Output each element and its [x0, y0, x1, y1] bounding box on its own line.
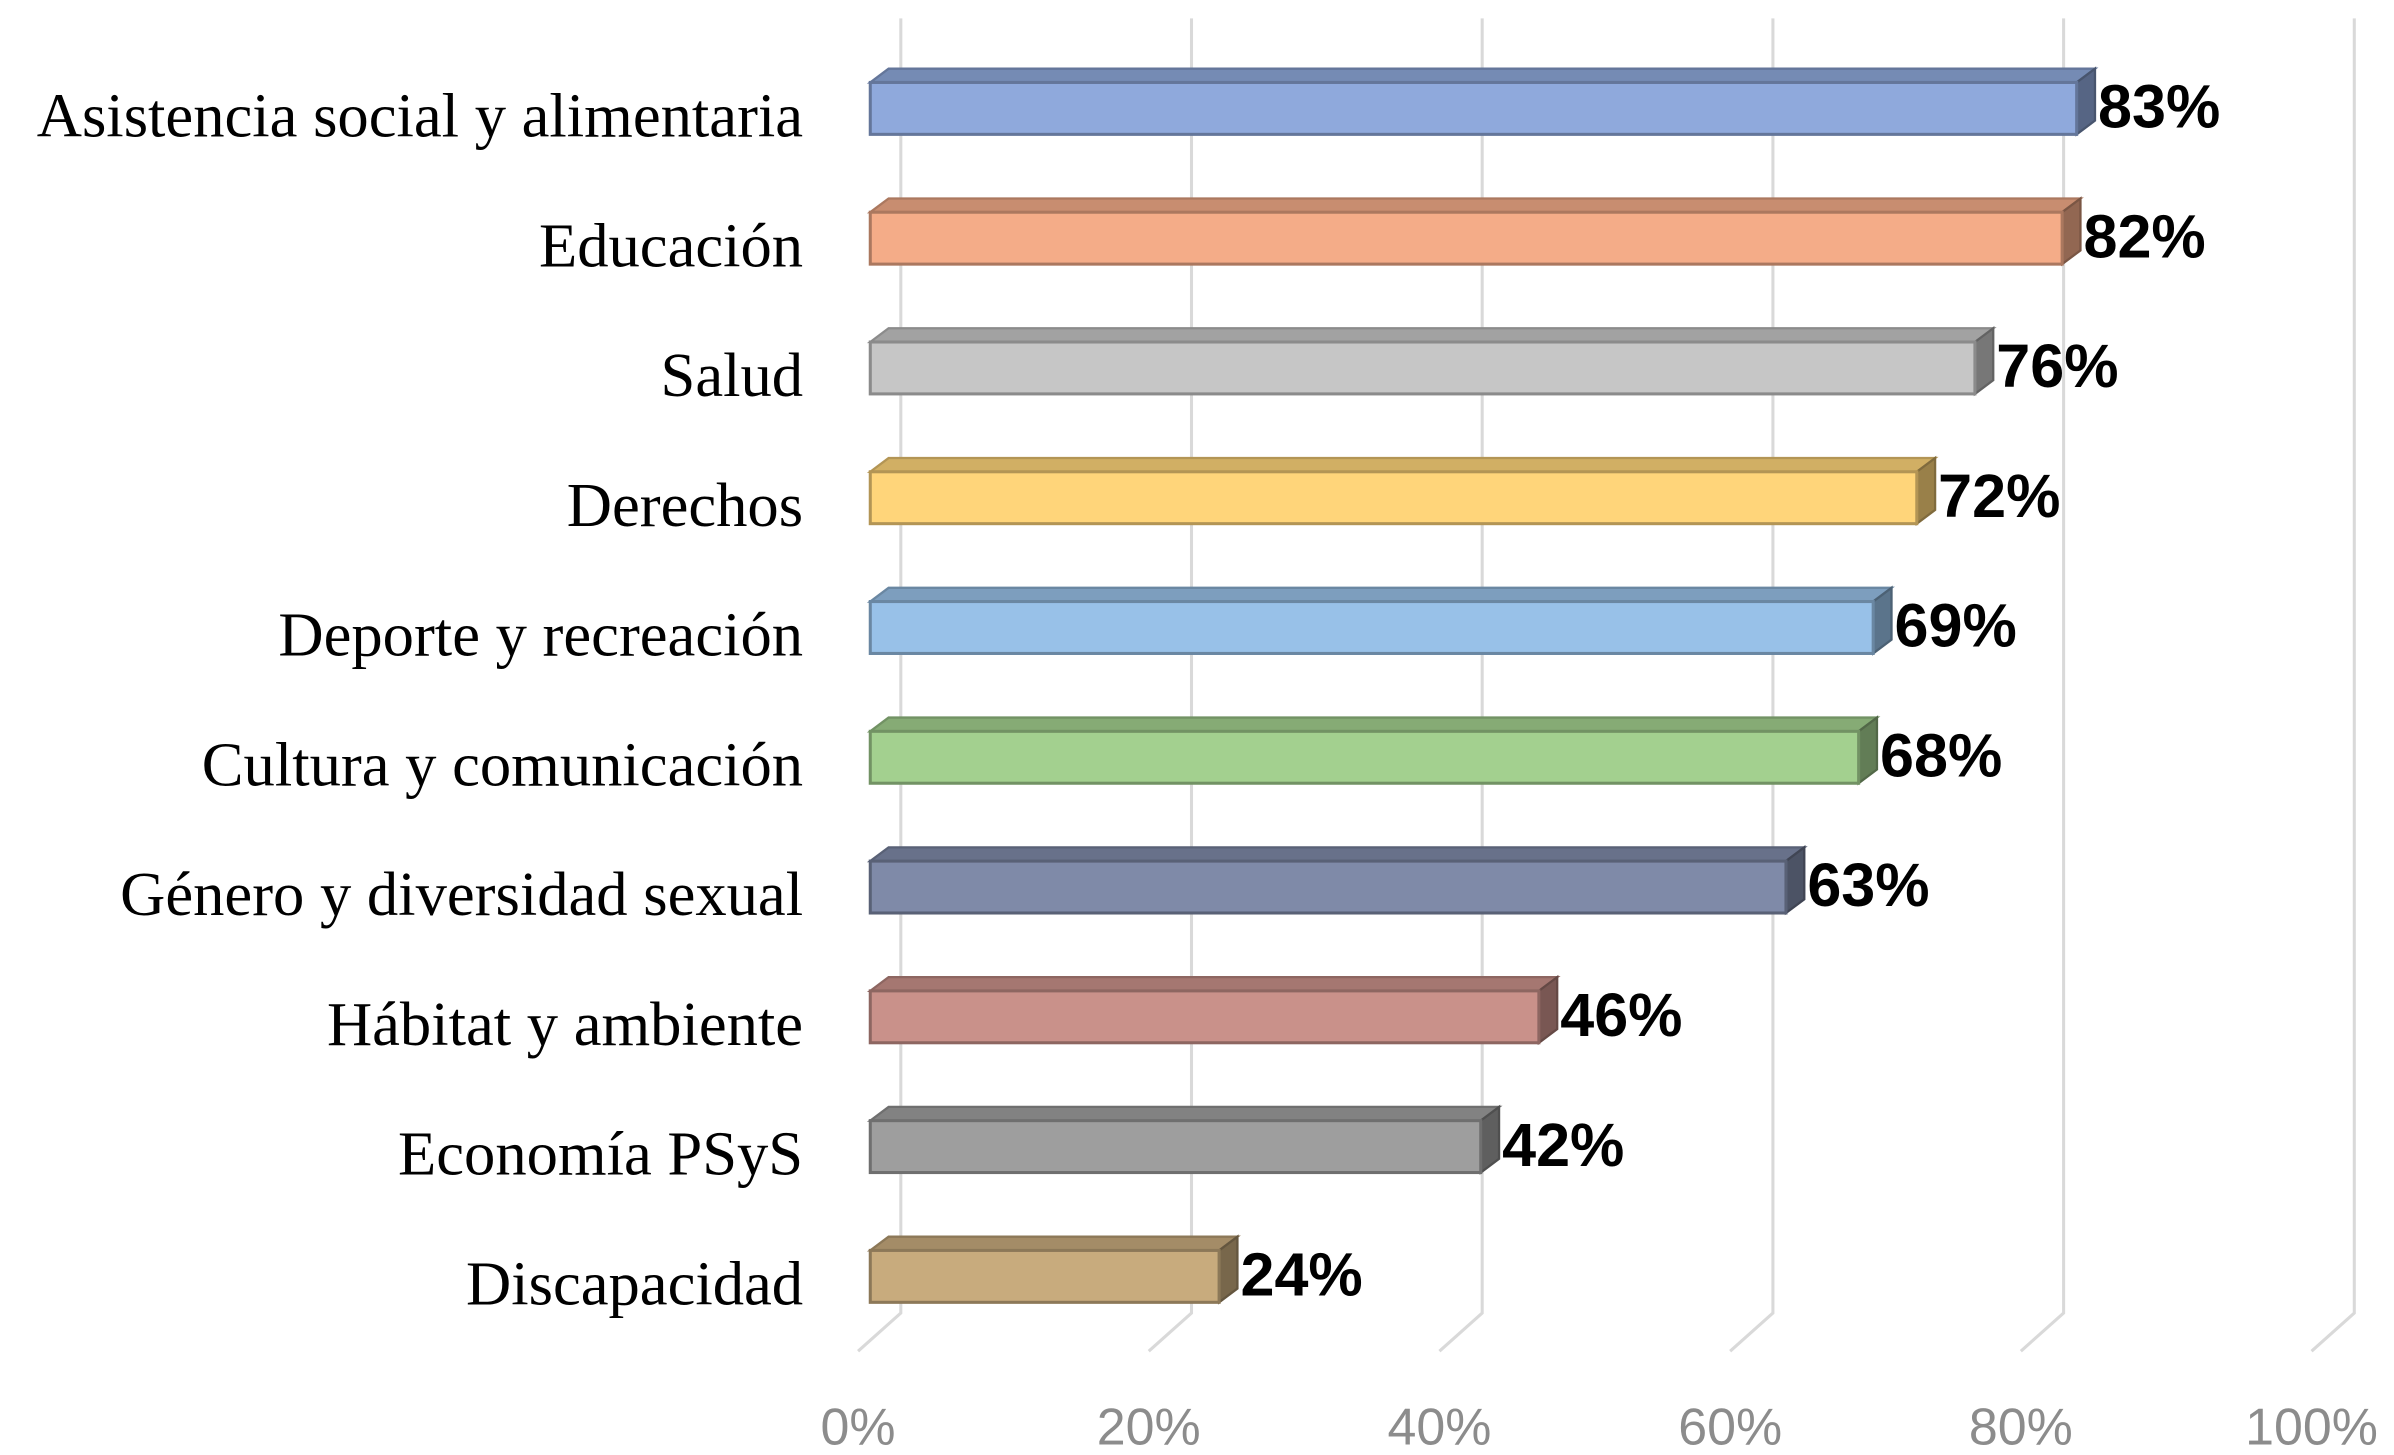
x-tick-label: 80% [1969, 1398, 2073, 1455]
x-tick-label: 60% [1678, 1398, 1782, 1455]
category-label: Derechos [567, 470, 803, 540]
x-tick-label: 0% [821, 1398, 896, 1455]
grid-line [857, 18, 903, 1353]
value-label: 83% [2098, 73, 2220, 141]
category-label: Hábitat y ambiente [327, 989, 803, 1059]
grid-line [1438, 18, 1484, 1353]
bar-top [866, 716, 1881, 733]
bar [868, 1248, 1221, 1304]
value-label: 82% [2084, 202, 2206, 270]
value-label: 76% [1996, 332, 2118, 400]
x-tick-label: 20% [1097, 1398, 1201, 1455]
bar [868, 470, 1919, 526]
bar [868, 340, 1977, 396]
bar-top [866, 456, 1939, 473]
bar-top [866, 975, 1561, 993]
value-label: 46% [1560, 981, 1682, 1049]
bar-top [866, 1105, 1503, 1122]
x-tick-label: 100% [2245, 1398, 2378, 1455]
bar-top [866, 197, 2084, 214]
value-label: 63% [1807, 851, 1929, 919]
grid-line [2310, 18, 2356, 1353]
bar-top [866, 67, 2099, 84]
bar [868, 729, 1861, 785]
bar-top [866, 1235, 1241, 1252]
category-label: Asistencia social y alimentaria [37, 81, 803, 151]
bar [868, 210, 2064, 266]
category-label: Economía PSyS [398, 1119, 803, 1189]
bar-top [866, 327, 1997, 344]
bar-top [866, 846, 1808, 863]
grid-line [2019, 18, 2066, 1353]
bar [868, 1119, 1483, 1175]
grid-line [1147, 18, 1194, 1353]
value-label: 68% [1880, 721, 2002, 789]
value-label: 42% [1502, 1111, 1624, 1179]
value-label: 24% [1240, 1241, 1362, 1309]
x-tick-label: 40% [1388, 1398, 1492, 1455]
bar [868, 600, 1875, 655]
category-label: Salud [661, 340, 804, 410]
value-label: 72% [1938, 462, 2060, 530]
category-label: Discapacidad [466, 1248, 803, 1318]
category-label: Cultura y comunicación [202, 729, 803, 799]
bar [868, 80, 2079, 136]
category-label: Género y diversidad sexual [120, 859, 803, 929]
category-label: Educación [539, 210, 803, 280]
bar [868, 989, 1541, 1045]
bar-top [866, 586, 1895, 603]
grid-line [1729, 18, 1775, 1353]
bar [868, 859, 1788, 915]
category-label: Deporte y recreación [278, 600, 803, 670]
value-label: 69% [1895, 592, 2017, 660]
